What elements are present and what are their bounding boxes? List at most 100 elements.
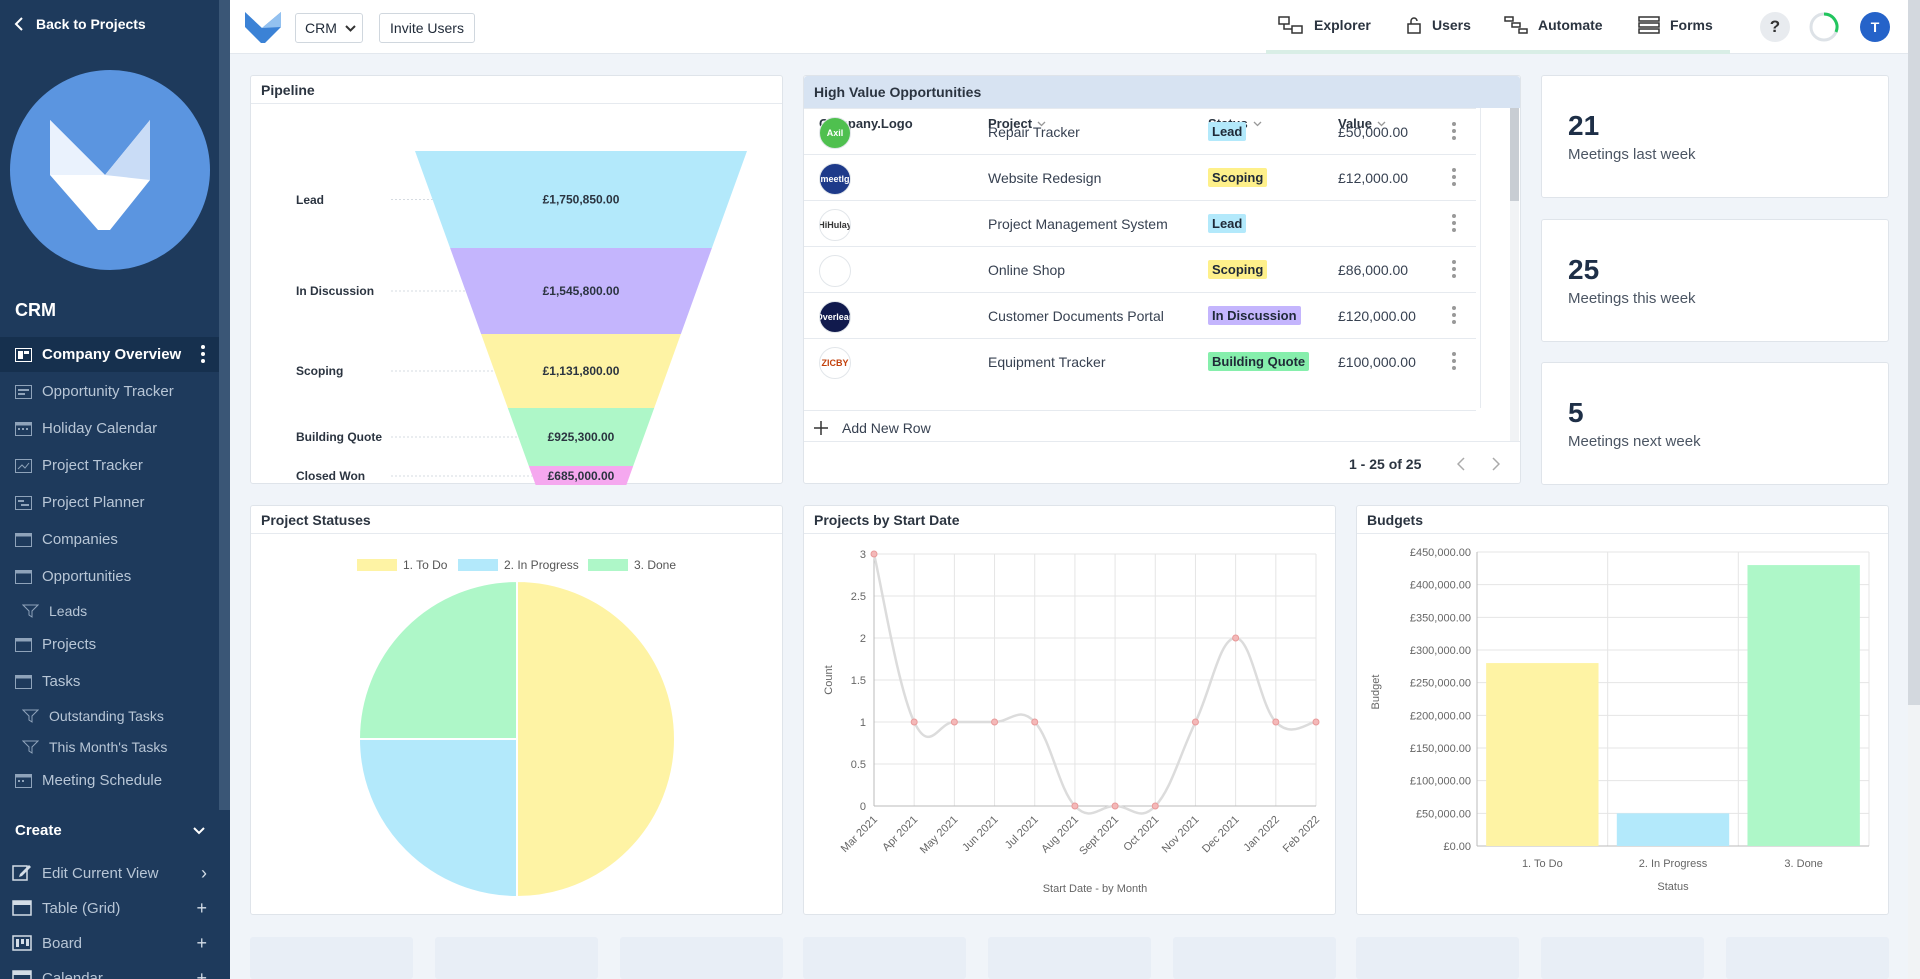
project-cell[interactable]: Website Redesign (988, 170, 1102, 186)
create-section-toggle[interactable]: Create (15, 822, 205, 839)
nav-item-companies[interactable]: Companies (0, 522, 219, 557)
data-point[interactable] (1191, 718, 1199, 726)
table-row[interactable]: HiHulay Project Management System Lead (804, 200, 1476, 246)
data-point[interactable] (950, 718, 958, 726)
legend-item[interactable]: 1. To Do (357, 558, 447, 572)
chevron-right-icon[interactable] (1492, 457, 1500, 471)
legend-item[interactable]: 3. Done (588, 558, 676, 572)
data-point[interactable] (1272, 718, 1280, 726)
nav-item-opportunity-tracker[interactable]: Opportunity Tracker (0, 374, 219, 409)
data-point[interactable] (870, 550, 878, 558)
back-to-projects-link[interactable]: Back to Projects (14, 16, 146, 32)
project-cell[interactable]: Project Management System (988, 216, 1168, 232)
data-point[interactable] (1031, 718, 1039, 726)
progress-ring-icon[interactable] (1808, 11, 1840, 43)
nav-item-meeting-schedule[interactable]: Meeting Schedule (0, 763, 219, 798)
value-cell[interactable]: £12,000.00 (1338, 170, 1409, 186)
status-badge[interactable]: Building Quote (1208, 352, 1310, 371)
nav-item-tasks[interactable]: Tasks (0, 664, 219, 699)
more-vertical-icon[interactable] (1452, 214, 1456, 232)
project-cell[interactable]: Customer Documents Portal (988, 308, 1164, 324)
user-avatar[interactable]: T (1860, 12, 1890, 42)
more-vertical-icon[interactable] (1452, 168, 1456, 186)
value-cell[interactable]: £120,000.00 (1338, 308, 1416, 324)
value-cell[interactable]: £50,000.00 (1338, 124, 1409, 140)
app-select-dropdown[interactable]: CRM (295, 13, 363, 43)
sidebar: Back to Projects CRM Company Overview Op… (0, 0, 230, 979)
bar[interactable] (1747, 565, 1860, 846)
sidebar-scrollbar[interactable] (219, 0, 230, 810)
create-board-button[interactable]: Board + (12, 928, 207, 958)
data-point[interactable] (1312, 718, 1320, 726)
table-row[interactable]: Online Shop Scoping £86,000.00 (804, 246, 1476, 292)
data-point[interactable] (1071, 802, 1079, 810)
funnel-stage-segment[interactable] (415, 151, 747, 248)
nav-item-holiday-calendar[interactable]: Holiday Calendar (0, 411, 219, 446)
nav-item-outstanding-tasks[interactable]: Outstanding Tasks (0, 698, 219, 733)
project-cell[interactable]: Equipment Tracker (988, 354, 1106, 370)
bar[interactable] (1616, 813, 1730, 846)
nav-item-project-planner[interactable]: Project Planner (0, 485, 219, 520)
create-table-grid-button[interactable]: Table (Grid) + (12, 893, 207, 923)
table-row[interactable]: ZICBY Equipment Tracker Building Quote £100… (804, 338, 1476, 384)
value-cell[interactable]: £86,000.00 (1338, 262, 1409, 278)
funnel-stage-segment[interactable] (507, 408, 655, 466)
status-badge[interactable]: Lead (1208, 122, 1247, 141)
status-badge[interactable]: Lead (1208, 214, 1247, 233)
project-cell[interactable]: Online Shop (988, 262, 1066, 278)
table-scrollbar[interactable] (1510, 108, 1519, 441)
create-calendar-button[interactable]: Calendar + (12, 963, 207, 979)
status-badge[interactable]: Scoping (1208, 168, 1268, 187)
legend-label: 1. To Do (403, 558, 448, 572)
status-badge[interactable]: In Discussion (1208, 306, 1301, 325)
chevron-left-icon[interactable] (1457, 457, 1465, 471)
help-button[interactable]: ? (1760, 12, 1790, 42)
nav-item-company-overview[interactable]: Company Overview (0, 337, 219, 372)
column-header-value[interactable]: Value (1338, 116, 1386, 131)
table-row[interactable]: Overleap Customer Documents Portal In Disc… (804, 292, 1476, 338)
nav-automate[interactable]: Automate (1504, 16, 1603, 34)
app-logo-icon[interactable] (244, 10, 282, 44)
more-vertical-icon[interactable] (1452, 306, 1456, 324)
add-new-row-button[interactable]: Add New Row (814, 420, 931, 436)
x-tick-label: Aug 2021 (1039, 814, 1081, 856)
nav-item-opportunities[interactable]: Opportunities (0, 559, 219, 594)
page-scrollbar[interactable] (1908, 0, 1920, 979)
nav-item-leads[interactable]: Leads (0, 593, 219, 628)
pie-slice[interactable] (357, 738, 518, 899)
bar[interactable] (1486, 663, 1599, 846)
data-point[interactable] (1232, 634, 1240, 642)
more-vertical-icon[interactable] (1452, 122, 1456, 140)
project-cell[interactable]: Repair Tracker (988, 124, 1080, 140)
x-tick-label: 2. In Progress (1639, 858, 1708, 870)
funnel-stage-segment[interactable] (450, 248, 712, 334)
data-point[interactable] (910, 718, 918, 726)
column-header-project[interactable]: Project (988, 116, 1046, 131)
funnel-stage-segment[interactable] (481, 334, 681, 408)
more-vertical-icon[interactable] (1452, 260, 1456, 278)
more-vertical-icon[interactable] (201, 345, 205, 363)
nav-explorer[interactable]: Explorer (1278, 16, 1371, 34)
table-row[interactable]: meetlg Website Redesign Scoping £12,000.00 (804, 154, 1476, 200)
pie-slice[interactable] (357, 579, 518, 740)
nav-item-projects[interactable]: Projects (0, 627, 219, 662)
pie-slice[interactable] (516, 579, 676, 899)
legend-item[interactable]: 2. In Progress (458, 558, 579, 572)
data-point[interactable] (1111, 802, 1119, 810)
funnel-stage-segment[interactable] (528, 466, 634, 485)
invite-users-button[interactable]: Invite Users (379, 13, 475, 43)
value-cell[interactable]: £100,000.00 (1338, 354, 1416, 370)
more-vertical-icon[interactable] (1452, 352, 1456, 370)
nav-item-this-months-tasks[interactable]: This Month's Tasks (0, 729, 219, 764)
data-point[interactable] (1151, 802, 1159, 810)
data-point[interactable] (991, 718, 999, 726)
y-tick-label: 1 (860, 717, 866, 729)
nav-item-project-tracker[interactable]: Project Tracker (0, 448, 219, 483)
table-row[interactable]: Axil Repair Tracker Lead £50,000.00 (804, 108, 1476, 154)
nav-users[interactable]: Users (1406, 16, 1471, 34)
nav-forms[interactable]: Forms (1638, 16, 1713, 34)
edit-current-view-button[interactable]: Edit Current View › (12, 858, 207, 888)
status-badge[interactable]: Scoping (1208, 260, 1268, 279)
scrollbar-thumb[interactable] (1510, 108, 1519, 201)
scrollbar-thumb[interactable] (1908, 0, 1920, 705)
